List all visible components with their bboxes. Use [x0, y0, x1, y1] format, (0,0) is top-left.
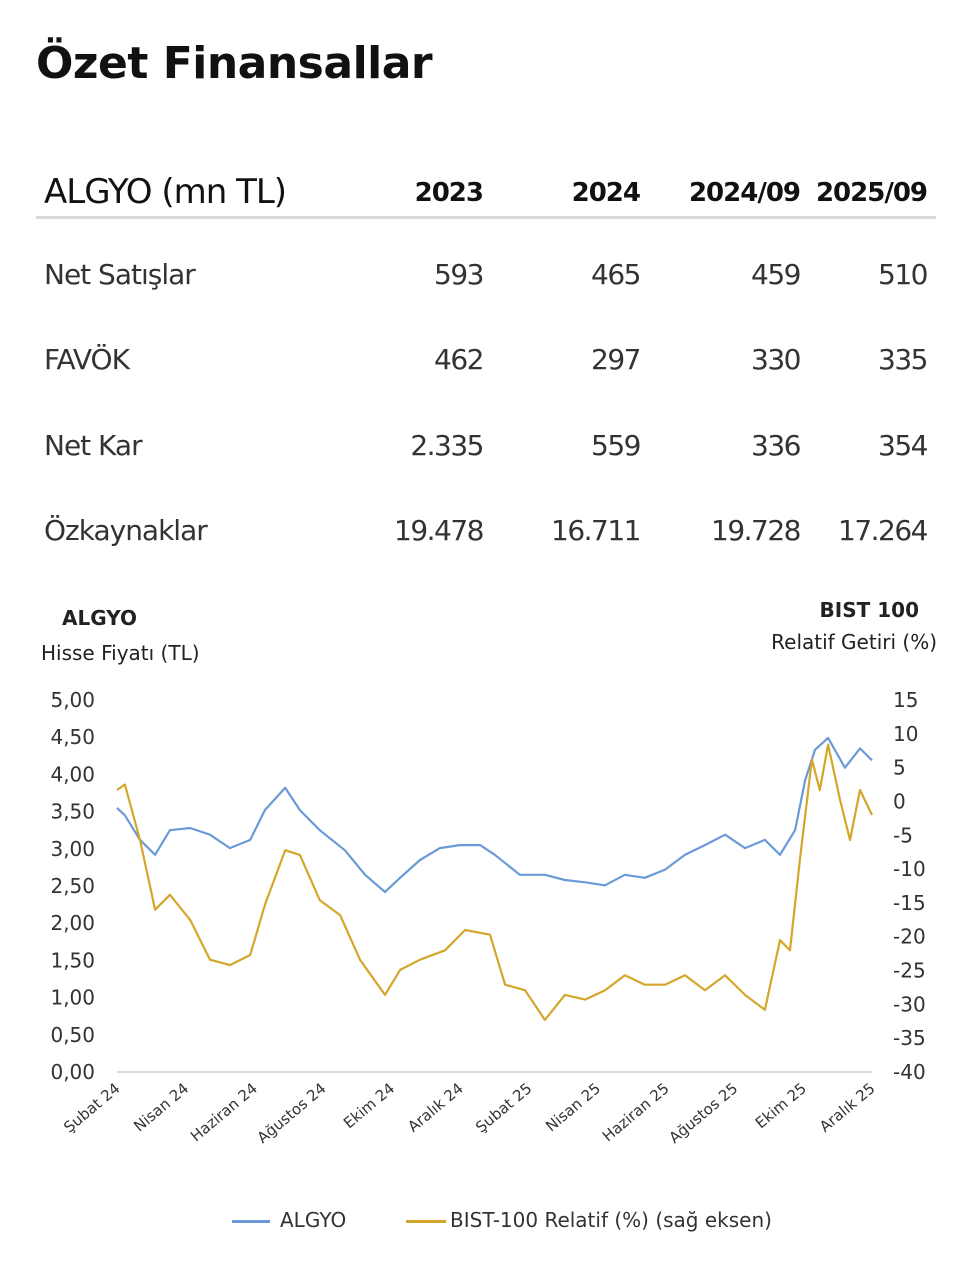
table-row: Net Kar 2.335 559 336 354: [36, 429, 936, 469]
row-label: Net Kar: [44, 429, 143, 462]
row-value: 17.264: [838, 514, 928, 547]
left-tick-label: 2,00: [50, 911, 95, 935]
legend-swatch-algyo: [232, 1220, 270, 1223]
x-tick-label: Nisan 24: [130, 1079, 192, 1135]
legend-label-bist: BIST-100 Relatif (%) (sağ eksen): [450, 1208, 772, 1232]
x-tick-label: Aralık 25: [816, 1079, 879, 1136]
table-row: FAVÖK 462 297 330 335: [36, 343, 936, 383]
row-value: 459: [751, 258, 801, 291]
x-tick-label: Şubat 24: [60, 1079, 123, 1136]
row-value: 354: [878, 429, 928, 462]
row-label: Özkaynaklar: [44, 514, 208, 547]
right-tick-label: -25: [893, 959, 926, 983]
page-title: Özet Finansallar: [36, 38, 433, 89]
x-tick-label: Ağustos 24: [254, 1079, 330, 1147]
right-tick-label: -40: [893, 1060, 926, 1084]
table-header-label: ALGYO (mn TL): [44, 172, 287, 212]
left-tick-label: 5,00: [50, 688, 95, 712]
row-value: 462: [434, 343, 484, 376]
right-axis-subtitle: Relatif Getiri (%): [771, 630, 937, 654]
left-tick-label: 4,00: [50, 762, 95, 786]
right-tick-label: -35: [893, 1026, 926, 1050]
row-value: 297: [591, 343, 641, 376]
x-tick-label: Aralık 24: [404, 1079, 467, 1136]
left-tick-label: 0,00: [50, 1060, 95, 1084]
left-tick-label: 1,00: [50, 986, 95, 1010]
left-tick-label: 2,50: [50, 874, 95, 898]
line-chart: 0,00 0,50 1,00 1,50 2,00 2,50 3,00 3,50 4,00 4,50…: [50, 688, 926, 1147]
legend-label-algyo: ALGYO: [280, 1208, 347, 1232]
left-tick-label: 1,50: [50, 948, 95, 972]
right-tick-label: -20: [893, 925, 926, 949]
row-value: 330: [751, 343, 801, 376]
algyo-price-line: [116, 736, 873, 894]
left-axis-title: ALGYO: [62, 606, 137, 630]
right-axis-title: BIST 100: [819, 598, 919, 622]
right-tick-label: -5: [893, 823, 913, 847]
left-tick-label: 0,50: [50, 1023, 95, 1047]
legend-swatch-bist: [406, 1220, 446, 1223]
column-header: 2024/09: [688, 178, 801, 208]
row-label: Net Satışlar: [44, 258, 196, 291]
row-value: 19.728: [711, 514, 801, 547]
right-tick-label: -30: [893, 992, 926, 1016]
right-tick-label: 5: [893, 756, 906, 780]
row-value: 510: [878, 258, 928, 291]
right-tick-label: 0: [893, 789, 906, 813]
row-value: 2.335: [410, 429, 484, 462]
right-tick-label: 15: [893, 688, 918, 712]
row-label: FAVÖK: [44, 343, 130, 376]
table-row: Özkaynaklar 19.478 16.711 19.728 17.264: [36, 514, 936, 554]
column-header: 2025/09: [815, 178, 928, 208]
table-row: Net Satışlar 593 465 459 510: [36, 258, 936, 298]
row-value: 465: [591, 258, 641, 291]
row-value: 16.711: [551, 514, 641, 547]
row-value: 336: [751, 429, 801, 462]
x-tick-label: Ağustos 25: [666, 1079, 742, 1147]
x-tick-label: Haziran 25: [599, 1079, 673, 1145]
x-tick-label: Ekim 25: [752, 1079, 810, 1132]
table-header: ALGYO (mn TL) 2023 2024 2024/09 2025/09: [36, 168, 936, 219]
right-tick-label: -15: [893, 891, 926, 915]
left-tick-label: 3,50: [50, 800, 95, 824]
column-header: 2023: [414, 178, 484, 208]
left-axis-subtitle: Hisse Fiyatı (TL): [41, 641, 200, 665]
right-tick-label: -10: [893, 857, 926, 881]
row-value: 19.478: [394, 514, 484, 547]
column-header: 2024: [571, 178, 641, 208]
right-tick-label: 10: [893, 722, 918, 746]
row-value: 593: [434, 258, 484, 291]
x-tick-label: Ekim 24: [340, 1079, 398, 1132]
left-tick-label: 4,50: [50, 725, 95, 749]
row-value: 559: [591, 429, 641, 462]
row-value: 335: [878, 343, 928, 376]
x-tick-label: Nisan 25: [542, 1079, 604, 1135]
bist-relative-line: [116, 743, 873, 1021]
x-tick-label: Haziran 24: [187, 1079, 261, 1145]
left-tick-label: 3,00: [50, 837, 95, 861]
x-tick-label: Şubat 25: [472, 1079, 535, 1136]
